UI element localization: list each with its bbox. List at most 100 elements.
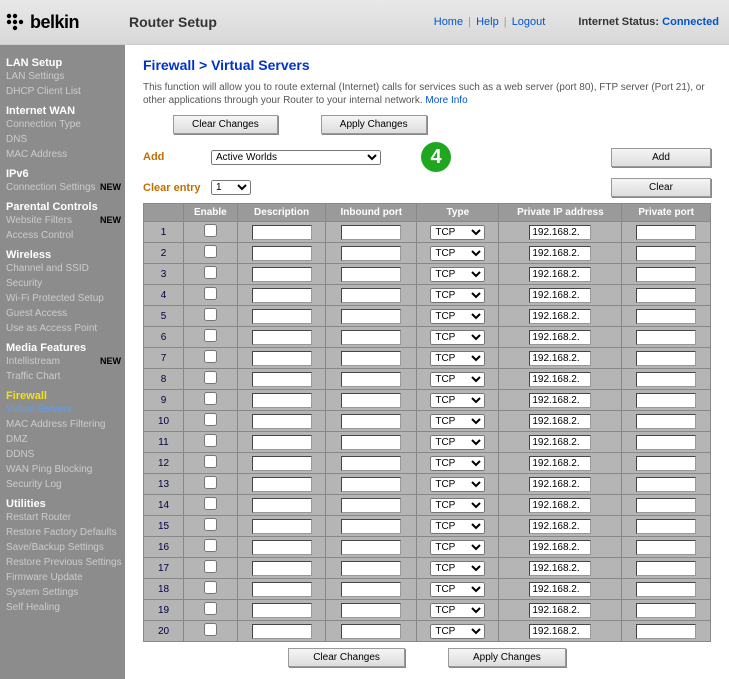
description-input[interactable] xyxy=(252,414,312,429)
private-ip-input[interactable] xyxy=(529,330,591,345)
type-select[interactable]: TCPUDP xyxy=(430,288,485,303)
private-ip-input[interactable] xyxy=(529,603,591,618)
help-link[interactable]: Help xyxy=(476,16,499,28)
inbound-port-input[interactable] xyxy=(341,288,401,303)
description-input[interactable] xyxy=(252,393,312,408)
private-port-input[interactable] xyxy=(636,540,696,555)
enable-checkbox[interactable] xyxy=(204,602,217,615)
inbound-port-input[interactable] xyxy=(341,267,401,282)
private-port-input[interactable] xyxy=(636,288,696,303)
inbound-port-input[interactable] xyxy=(341,372,401,387)
inbound-port-input[interactable] xyxy=(341,414,401,429)
private-ip-input[interactable] xyxy=(529,561,591,576)
sidebar-item[interactable]: Restore Previous Settings xyxy=(6,555,125,570)
type-select[interactable]: TCPUDP xyxy=(430,309,485,324)
sidebar-item[interactable]: Firmware Update xyxy=(6,570,125,585)
type-select[interactable]: TCPUDP xyxy=(430,351,485,366)
private-port-input[interactable] xyxy=(636,561,696,576)
sidebar-item[interactable]: Website FiltersNEW xyxy=(6,213,125,228)
enable-checkbox[interactable] xyxy=(204,623,217,636)
private-port-input[interactable] xyxy=(636,477,696,492)
private-port-input[interactable] xyxy=(636,225,696,240)
type-select[interactable]: TCPUDP xyxy=(430,267,485,282)
enable-checkbox[interactable] xyxy=(204,371,217,384)
description-input[interactable] xyxy=(252,561,312,576)
sidebar-item[interactable]: Connection Type xyxy=(6,117,125,132)
private-port-input[interactable] xyxy=(636,267,696,282)
sidebar-item[interactable]: DNS xyxy=(6,132,125,147)
clear-button[interactable]: Clear xyxy=(611,178,711,197)
sidebar-item[interactable]: WAN Ping Blocking xyxy=(6,462,125,477)
sidebar-section[interactable]: Internet WAN xyxy=(6,105,125,117)
sidebar-section[interactable]: Wireless xyxy=(6,249,125,261)
description-input[interactable] xyxy=(252,435,312,450)
inbound-port-input[interactable] xyxy=(341,330,401,345)
inbound-port-input[interactable] xyxy=(341,393,401,408)
private-port-input[interactable] xyxy=(636,309,696,324)
enable-checkbox[interactable] xyxy=(204,329,217,342)
sidebar-item[interactable]: MAC Address xyxy=(6,147,125,162)
private-ip-input[interactable] xyxy=(529,435,591,450)
enable-checkbox[interactable] xyxy=(204,392,217,405)
type-select[interactable]: TCPUDP xyxy=(430,477,485,492)
private-port-input[interactable] xyxy=(636,603,696,618)
description-input[interactable] xyxy=(252,540,312,555)
description-input[interactable] xyxy=(252,267,312,282)
inbound-port-input[interactable] xyxy=(341,456,401,471)
description-input[interactable] xyxy=(252,288,312,303)
enable-checkbox[interactable] xyxy=(204,518,217,531)
description-input[interactable] xyxy=(252,309,312,324)
enable-checkbox[interactable] xyxy=(204,224,217,237)
inbound-port-input[interactable] xyxy=(341,225,401,240)
private-ip-input[interactable] xyxy=(529,477,591,492)
inbound-port-input[interactable] xyxy=(341,519,401,534)
private-ip-input[interactable] xyxy=(529,267,591,282)
sidebar-section[interactable]: IPv6 xyxy=(6,168,125,180)
type-select[interactable]: TCPUDP xyxy=(430,456,485,471)
enable-checkbox[interactable] xyxy=(204,581,217,594)
private-port-input[interactable] xyxy=(636,456,696,471)
enable-checkbox[interactable] xyxy=(204,476,217,489)
type-select[interactable]: TCPUDP xyxy=(430,519,485,534)
sidebar-item[interactable]: Save/Backup Settings xyxy=(6,540,125,555)
type-select[interactable]: TCPUDP xyxy=(430,414,485,429)
private-ip-input[interactable] xyxy=(529,414,591,429)
home-link[interactable]: Home xyxy=(434,16,463,28)
private-ip-input[interactable] xyxy=(529,246,591,261)
description-input[interactable] xyxy=(252,372,312,387)
sidebar-section[interactable]: Utilities xyxy=(6,498,125,510)
inbound-port-input[interactable] xyxy=(341,477,401,492)
private-ip-input[interactable] xyxy=(529,309,591,324)
type-select[interactable]: TCPUDP xyxy=(430,372,485,387)
inbound-port-input[interactable] xyxy=(341,246,401,261)
sidebar-item[interactable]: Wi-Fi Protected Setup xyxy=(6,291,125,306)
type-select[interactable]: TCPUDP xyxy=(430,561,485,576)
apply-changes-button-bottom[interactable]: Apply Changes xyxy=(448,648,566,667)
private-port-input[interactable] xyxy=(636,624,696,639)
description-input[interactable] xyxy=(252,456,312,471)
private-port-input[interactable] xyxy=(636,582,696,597)
description-input[interactable] xyxy=(252,624,312,639)
type-select[interactable]: TCPUDP xyxy=(430,582,485,597)
inbound-port-input[interactable] xyxy=(341,435,401,450)
private-port-input[interactable] xyxy=(636,435,696,450)
sidebar-item[interactable]: Security xyxy=(6,276,125,291)
clear-changes-button[interactable]: Clear Changes xyxy=(173,115,278,134)
type-select[interactable]: TCPUDP xyxy=(430,435,485,450)
sidebar-item[interactable]: DDNS xyxy=(6,447,125,462)
sidebar-section[interactable]: Media Features xyxy=(6,342,125,354)
private-ip-input[interactable] xyxy=(529,624,591,639)
type-select[interactable]: TCPUDP xyxy=(430,225,485,240)
description-input[interactable] xyxy=(252,582,312,597)
sidebar-section[interactable]: Firewall xyxy=(6,390,125,402)
type-select[interactable]: TCPUDP xyxy=(430,330,485,345)
type-select[interactable]: TCPUDP xyxy=(430,246,485,261)
private-ip-input[interactable] xyxy=(529,540,591,555)
description-input[interactable] xyxy=(252,603,312,618)
add-button[interactable]: Add xyxy=(611,148,711,167)
description-input[interactable] xyxy=(252,330,312,345)
private-port-input[interactable] xyxy=(636,351,696,366)
sidebar-item[interactable]: System Settings xyxy=(6,585,125,600)
inbound-port-input[interactable] xyxy=(341,561,401,576)
inbound-port-input[interactable] xyxy=(341,582,401,597)
